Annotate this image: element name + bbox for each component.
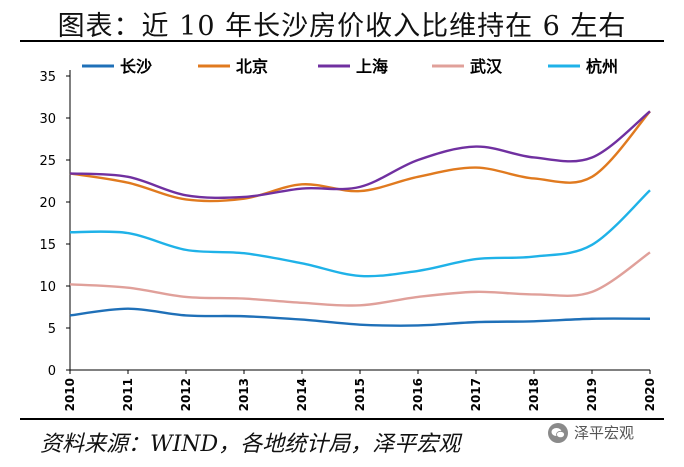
source-note: 资料来源：WIND，各地统计局，泽平宏观 — [40, 432, 461, 457]
y-axis-ticks: 0 5 10 15 20 25 30 35 — [39, 70, 70, 379]
y-tick-label: 15 — [39, 238, 56, 253]
bottom-divider — [20, 418, 664, 420]
wechat-icon — [548, 422, 568, 443]
y-tick-label: 30 — [39, 112, 56, 127]
series-line-4 — [69, 189, 651, 278]
x-tick-label: 2015 — [353, 378, 367, 411]
chart-legend: 长沙 北京 上海 武汉 杭州 — [82, 57, 618, 76]
x-tick-label: 2017 — [469, 378, 483, 411]
y-tick-label: 10 — [39, 280, 56, 295]
x-tick-label: 2014 — [295, 378, 309, 411]
legend-label: 长沙 — [120, 57, 152, 76]
series-line-0 — [69, 307, 651, 327]
x-tick-label: 2018 — [527, 378, 541, 411]
x-tick-label: 2010 — [63, 378, 77, 411]
y-tick-label: 20 — [39, 196, 56, 211]
x-tick-label: 2019 — [585, 378, 599, 411]
series-line-2 — [69, 110, 651, 200]
series-lines — [69, 110, 651, 327]
y-tick-label: 25 — [39, 154, 56, 169]
x-axis-ticks: 2010 2011 2012 2013 2014 2015 2016 2017 2018 2019… — [63, 370, 657, 411]
legend-label: 上海 — [356, 57, 388, 76]
legend-label: 杭州 — [586, 57, 618, 76]
x-tick-label: 2016 — [411, 378, 425, 411]
x-tick-label: 2011 — [121, 378, 135, 411]
y-tick-label: 5 — [48, 322, 56, 337]
chart-title: 图表：近 10 年长沙房价收入比维持在 6 左右 — [57, 11, 627, 42]
legend-label: 武汉 — [470, 57, 503, 76]
watermark: 泽平宏观 — [548, 422, 634, 443]
x-tick-label: 2013 — [237, 378, 251, 411]
x-tick-label: 2020 — [643, 378, 657, 411]
legend-label: 北京 — [236, 57, 268, 76]
series-line-1 — [69, 110, 651, 203]
y-tick-label: 0 — [48, 364, 56, 379]
x-tick-label: 2012 — [179, 378, 193, 411]
title-divider — [20, 40, 664, 42]
series-line-3 — [69, 251, 651, 307]
watermark-text: 泽平宏观 — [574, 424, 635, 442]
y-tick-label: 35 — [39, 70, 56, 85]
